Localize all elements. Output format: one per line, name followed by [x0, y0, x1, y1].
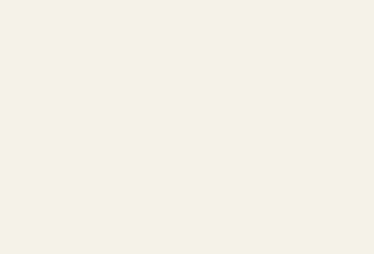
Text: 840,000: 840,000	[283, 204, 335, 217]
Text: 630,000: 630,000	[150, 50, 202, 63]
Text: Overhead Costs: Overhead Costs	[254, 23, 361, 36]
Text: . . . . . . . . .: . . . . . . . . .	[54, 136, 113, 146]
Text: . . . . . . . . .: . . . . . . . . .	[54, 204, 113, 214]
Text: 700,000: 700,000	[150, 239, 202, 252]
Text: 935,000: 935,000	[151, 187, 202, 200]
Text: 1,500,000: 1,500,000	[272, 170, 335, 183]
Text: 780,000: 780,000	[284, 101, 335, 114]
Text: 5: 5	[22, 118, 30, 132]
Text: 7: 7	[22, 153, 30, 166]
Text: $  660,000: $ 660,000	[267, 50, 335, 63]
Text: . . . . . . . . .: . . . . . . . . .	[54, 170, 113, 180]
Text: 765,000: 765,000	[151, 84, 202, 97]
Text: 2,500,000: 2,500,000	[272, 187, 335, 200]
Text: 3,700,000: 3,700,000	[272, 118, 335, 132]
Text: 8: 8	[22, 170, 30, 183]
Text: 1: 1	[22, 50, 30, 63]
Text: 680,000: 680,000	[150, 204, 202, 217]
Text: 750,000: 750,000	[151, 153, 202, 166]
Text: 900,000: 900,000	[150, 67, 202, 80]
Text: . . . . . . . . .: . . . . . . . . .	[54, 187, 113, 197]
Text: . . . . . . . . .: . . . . . . . . .	[54, 153, 113, 163]
Text: 1,035,000: 1,035,000	[138, 118, 202, 132]
Text: Month: Month	[22, 23, 65, 36]
Text: . . . . . . . . .: . . . . . . . . .	[54, 67, 113, 77]
Text: 910,000: 910,000	[284, 239, 335, 252]
Text: 9: 9	[22, 187, 30, 200]
Text: . . . . . . . . .: . . . . . . . . .	[54, 101, 113, 111]
Text: . . . . . . . . .: . . . . . . . . .	[54, 221, 113, 232]
Text: 715,000: 715,000	[151, 221, 202, 234]
Text: 6: 6	[22, 136, 30, 149]
Text: 10: 10	[22, 204, 38, 217]
Text: 1,220,000: 1,220,000	[272, 84, 335, 97]
Text: 665,000: 665,000	[150, 101, 202, 114]
Text: 815,000: 815,000	[150, 170, 202, 183]
Text: 980,000: 980,000	[284, 221, 335, 234]
Text: . . . . . . . . .: . . . . . . . . .	[54, 118, 113, 129]
Text: . . . . . . . . .: . . . . . . . . .	[54, 239, 113, 249]
Text: Machine-Hours: Machine-Hours	[143, 23, 247, 36]
Text: 2,170,000: 2,170,000	[272, 67, 335, 80]
Text: 11: 11	[22, 221, 38, 234]
Text: 800,000: 800,000	[150, 136, 202, 149]
Text: 4: 4	[22, 101, 30, 114]
Text: 12: 12	[22, 239, 37, 252]
Text: . . . . . . . . .: . . . . . . . . .	[54, 84, 113, 94]
Text: 1,400,000: 1,400,000	[272, 136, 335, 149]
Text: 3: 3	[22, 84, 30, 97]
Text: 1,100,000: 1,100,000	[272, 153, 335, 166]
Text: 2: 2	[22, 67, 30, 80]
Text: . . . . . . . . .: . . . . . . . . .	[54, 50, 113, 60]
